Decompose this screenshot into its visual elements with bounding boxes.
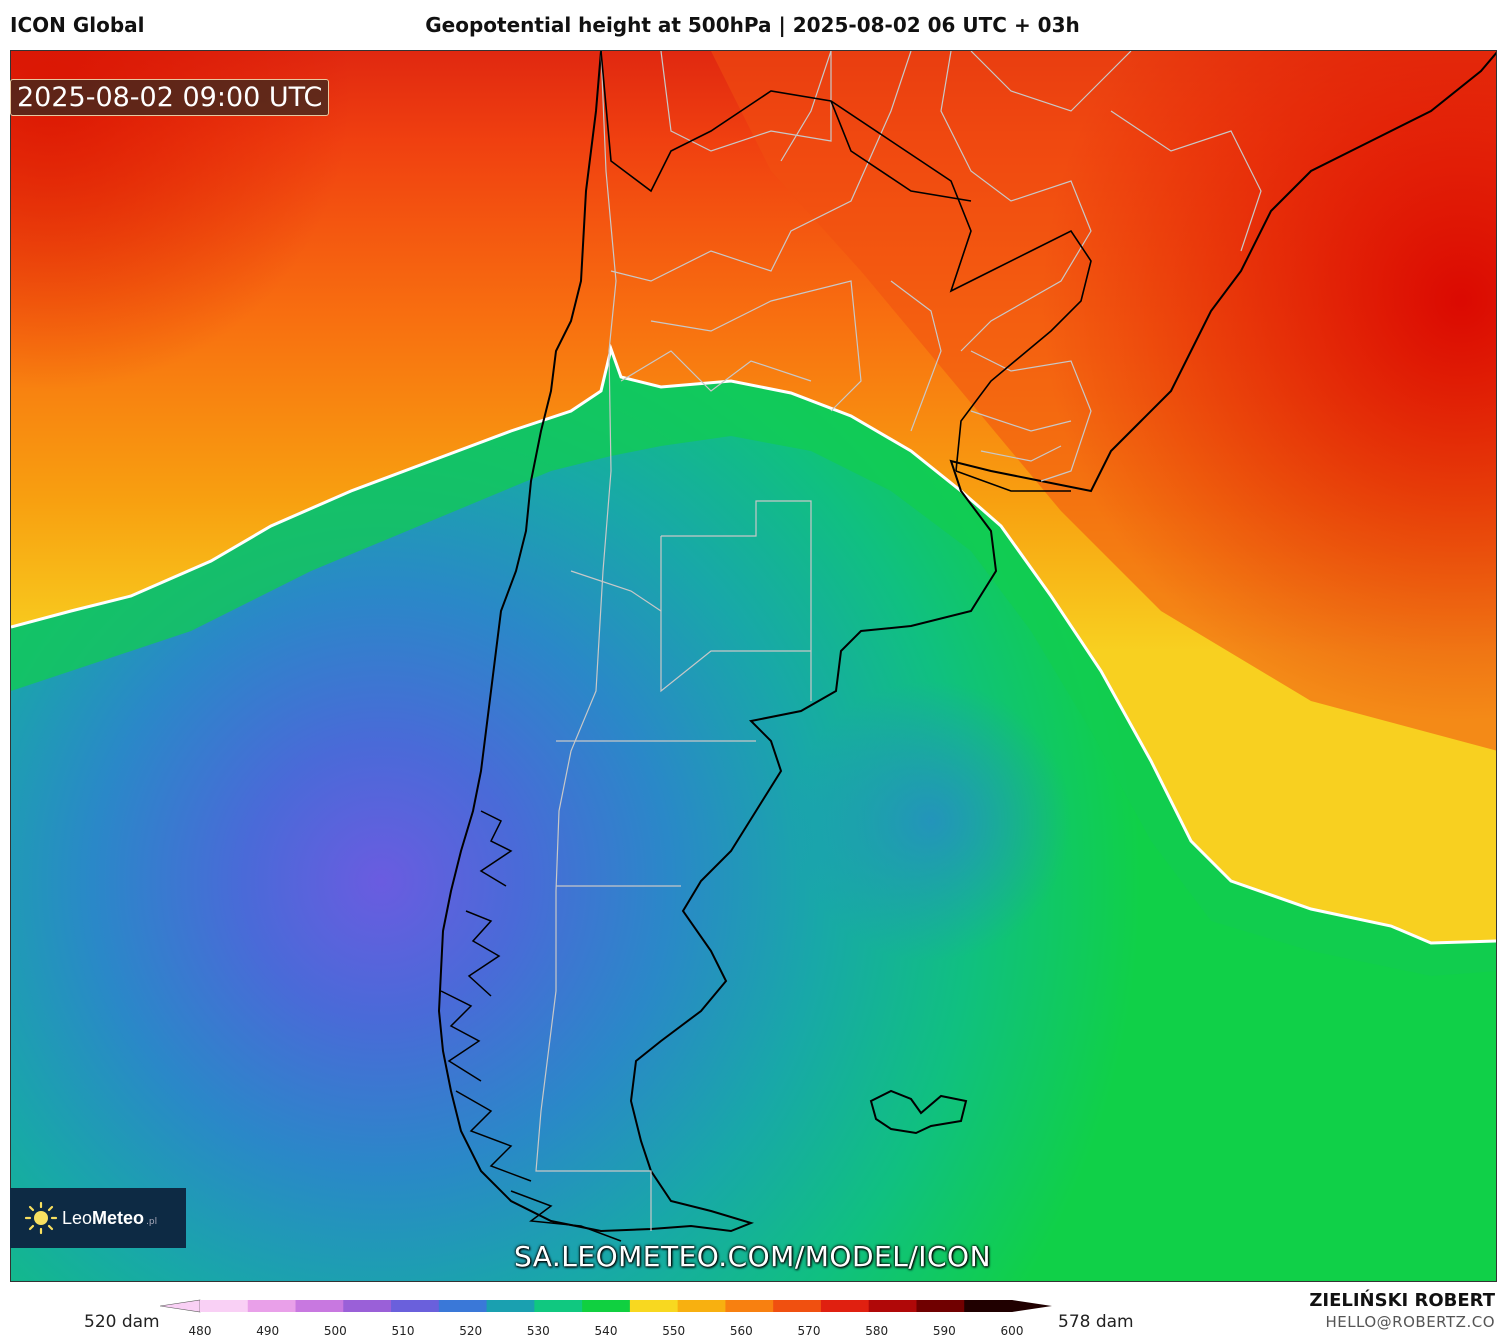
colorbar-tick-label: 560 xyxy=(729,1324,753,1338)
colorbar-segment xyxy=(295,1300,344,1312)
colorbar-segment xyxy=(820,1300,870,1312)
colorbar-tick-label: 480 xyxy=(188,1324,212,1338)
leometeo-logo[interactable]: LeoMeteo .pl xyxy=(10,1188,186,1248)
chile-fjords xyxy=(440,810,622,1242)
colorbar-tick-label: 590 xyxy=(932,1324,956,1338)
logo-suffix: Meteo xyxy=(92,1207,145,1228)
country-borders xyxy=(600,51,1092,492)
colorbar-segment xyxy=(200,1300,249,1312)
contour-552-line xyxy=(11,343,1496,945)
colorbar-segment xyxy=(964,1300,1013,1312)
colorbar-tick-label: 550 xyxy=(662,1324,686,1338)
colorbar-segment xyxy=(438,1300,488,1312)
falkland-islands xyxy=(869,1089,968,1135)
colorbar-segment xyxy=(391,1300,440,1312)
colorbar-segment xyxy=(582,1300,631,1312)
colorbar-tick-label: 580 xyxy=(865,1324,889,1338)
colorbar xyxy=(160,1299,1052,1313)
colorbar-segment xyxy=(916,1300,965,1312)
colorbar-tick-label: 600 xyxy=(1000,1324,1024,1338)
valid-time-label: 2025-08-02 09:00 UTC xyxy=(10,79,330,116)
author-credit: ZIELIŃSKI ROBERT xyxy=(1309,1290,1495,1311)
source-url[interactable]: SA.LEOMETEO.COM/MODEL/ICON xyxy=(513,1240,992,1273)
author-email[interactable]: HELLO@ROBERTZ.CO xyxy=(1325,1313,1495,1331)
colorbar-segment xyxy=(773,1300,822,1312)
colorbar-max-arrow xyxy=(1012,1300,1052,1312)
colorbar-segment xyxy=(343,1300,392,1312)
sun-icon xyxy=(24,1201,58,1235)
colorbar-tick-label: 500 xyxy=(323,1324,347,1338)
colorbar-segment xyxy=(247,1300,297,1312)
height-field-map xyxy=(11,51,1496,1281)
green-band xyxy=(11,349,1496,976)
colorbar-tick-label: 540 xyxy=(594,1324,618,1338)
colorbar-tick-label: 520 xyxy=(459,1324,483,1338)
map-title: Geopotential height at 500hPa | 2025-08-… xyxy=(425,13,1080,37)
colorbar-left-label: 520 dam xyxy=(84,1312,160,1332)
model-name: ICON Global xyxy=(10,13,145,37)
colorbar-right-label: 578 dam xyxy=(1058,1312,1134,1332)
coastline xyxy=(437,51,1496,1233)
logo-wordmark: LeoMeteo xyxy=(62,1208,144,1229)
map-panel[interactable] xyxy=(10,50,1497,1282)
logo-prefix: Leo xyxy=(62,1207,93,1228)
colorbar-segment xyxy=(725,1300,774,1312)
colorbar-segment xyxy=(534,1300,583,1312)
colorbar-segment xyxy=(868,1300,917,1312)
colorbar-segment xyxy=(486,1300,535,1312)
colorbar-min-arrow xyxy=(160,1299,201,1313)
colorbar-segment xyxy=(677,1300,726,1312)
logo-domain: .pl xyxy=(146,1217,158,1227)
colorbar-tick-label: 510 xyxy=(391,1324,415,1338)
colorbar-tick-label: 490 xyxy=(256,1324,280,1338)
admin-borders xyxy=(535,51,1262,1231)
colorbar-tick-label: 570 xyxy=(797,1324,821,1338)
colorbar-tick-label: 530 xyxy=(526,1324,550,1338)
colorbar-segment xyxy=(629,1300,679,1312)
hot-core-west xyxy=(11,51,1496,1281)
